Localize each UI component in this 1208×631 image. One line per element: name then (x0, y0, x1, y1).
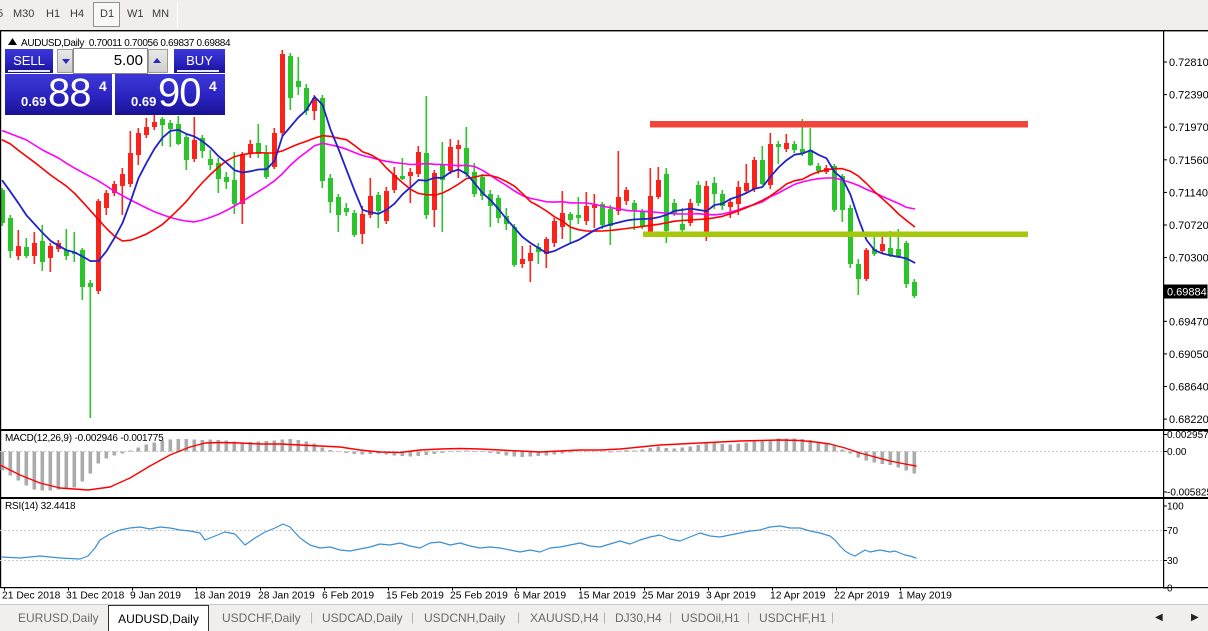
svg-text:18 Jan 2019: 18 Jan 2019 (194, 591, 251, 602)
svg-text:0.68640: 0.68640 (1169, 382, 1208, 394)
svg-text:MACD(12,26,9) -0.002946 -0.001: MACD(12,26,9) -0.002946 -0.001775 (5, 433, 164, 444)
svg-text:6 Feb 2019: 6 Feb 2019 (322, 591, 374, 602)
svg-text:0.70720: 0.70720 (1169, 220, 1208, 232)
svg-text:0.71970: 0.71970 (1169, 122, 1208, 134)
svg-text:1 May 2019: 1 May 2019 (898, 591, 952, 602)
svg-text:0.69050: 0.69050 (1169, 349, 1208, 361)
svg-text:0.72810: 0.72810 (1169, 57, 1208, 69)
svg-text:0.71560: 0.71560 (1169, 155, 1208, 167)
svg-text:AUDUSD,Daily 0.70011 0.70056: AUDUSD,Daily 0.70011 0.70056 0.69837 0.6… (21, 38, 231, 49)
svg-text:28 Jan 2019: 28 Jan 2019 (258, 591, 315, 602)
svg-text:70: 70 (1167, 526, 1179, 537)
svg-text:31 Dec 2018: 31 Dec 2018 (66, 591, 125, 602)
svg-text:6 Mar 2019: 6 Mar 2019 (514, 591, 566, 602)
svg-text:12 Apr 2019: 12 Apr 2019 (770, 591, 826, 602)
svg-text:30: 30 (1167, 556, 1179, 567)
svg-text:0.68220: 0.68220 (1169, 414, 1208, 426)
svg-text:0.72390: 0.72390 (1169, 90, 1208, 102)
svg-text:-0.005825: -0.005825 (1167, 488, 1208, 499)
svg-text:0.70300: 0.70300 (1169, 253, 1208, 265)
svg-text:3 Apr 2019: 3 Apr 2019 (706, 591, 756, 602)
svg-text:0: 0 (1167, 584, 1173, 595)
svg-text:25 Mar 2019: 25 Mar 2019 (642, 591, 700, 602)
svg-text:100: 100 (1167, 502, 1184, 513)
svg-text:RSI(14) 32.4418: RSI(14) 32.4418 (5, 501, 76, 512)
svg-text:22 Apr 2019: 22 Apr 2019 (834, 591, 890, 602)
svg-text:9 Jan 2019: 9 Jan 2019 (130, 591, 181, 602)
svg-text:15 Mar 2019: 15 Mar 2019 (578, 591, 636, 602)
svg-text:0.71140: 0.71140 (1169, 187, 1208, 199)
svg-text:0.00: 0.00 (1167, 447, 1187, 458)
svg-text:15 Feb 2019: 15 Feb 2019 (386, 591, 444, 602)
svg-text:0.002957: 0.002957 (1167, 430, 1208, 441)
svg-text:25 Feb 2019: 25 Feb 2019 (450, 591, 508, 602)
svg-text:21 Dec 2018: 21 Dec 2018 (2, 591, 61, 602)
svg-text:0.69470: 0.69470 (1169, 316, 1208, 328)
svg-text:0.69884: 0.69884 (1167, 287, 1207, 299)
